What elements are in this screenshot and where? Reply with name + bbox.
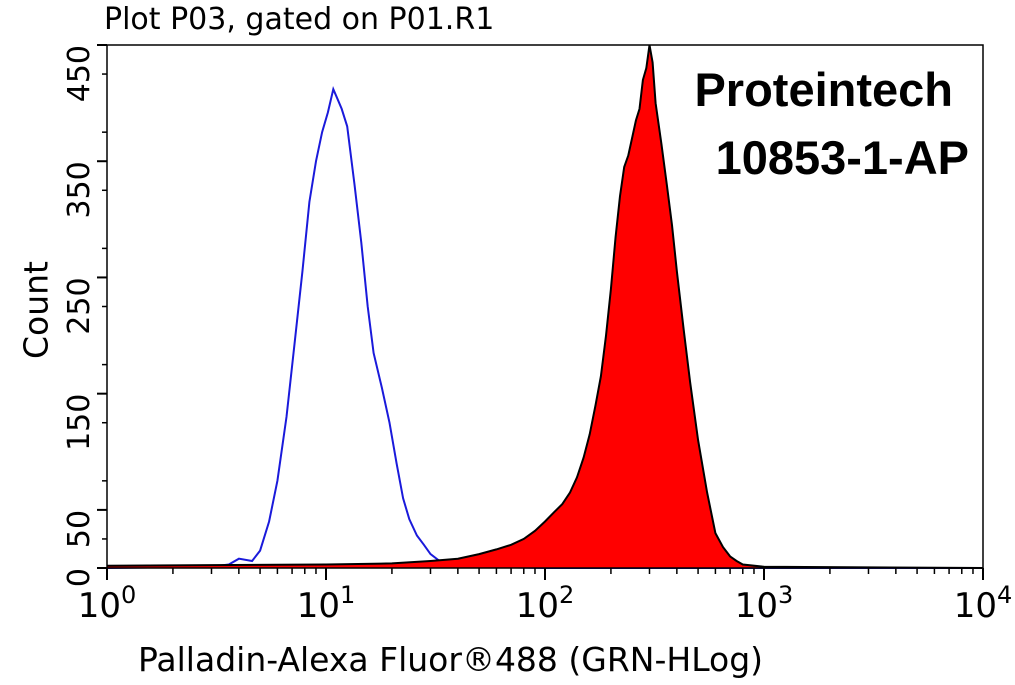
x-tick-label: 102 bbox=[516, 581, 575, 626]
axes: 100 101 102 103 104 0 50 150 250 350 450 bbox=[62, 44, 1013, 626]
x-tick-label: 100 bbox=[78, 581, 137, 626]
x-tick-label: 104 bbox=[954, 581, 1013, 626]
plot-frame bbox=[106, 44, 984, 569]
y-tick-label: 150 bbox=[62, 394, 97, 451]
sample-histogram-outline bbox=[106, 44, 984, 569]
y-tick-label: 50 bbox=[62, 510, 97, 548]
x-axis-label: Palladin-Alexa Fluor®488 (GRN-HLog) bbox=[138, 640, 764, 679]
plot-area bbox=[106, 44, 984, 569]
x-tick-label: 103 bbox=[735, 581, 794, 626]
y-tick-label: 0 bbox=[62, 568, 97, 587]
y-tick-label: 350 bbox=[62, 161, 97, 218]
watermark-catalog: 10853-1-AP bbox=[715, 131, 969, 184]
x-tick-label: 101 bbox=[297, 581, 356, 626]
plot-title: Plot P03, gated on P01.R1 bbox=[104, 2, 495, 37]
y-axis-label: Count bbox=[16, 260, 56, 360]
sample-histogram-fill bbox=[107, 45, 983, 568]
y-tick-label: 250 bbox=[62, 277, 97, 334]
watermark-company: Proteintech bbox=[694, 63, 953, 116]
y-tick-label: 450 bbox=[62, 45, 97, 102]
